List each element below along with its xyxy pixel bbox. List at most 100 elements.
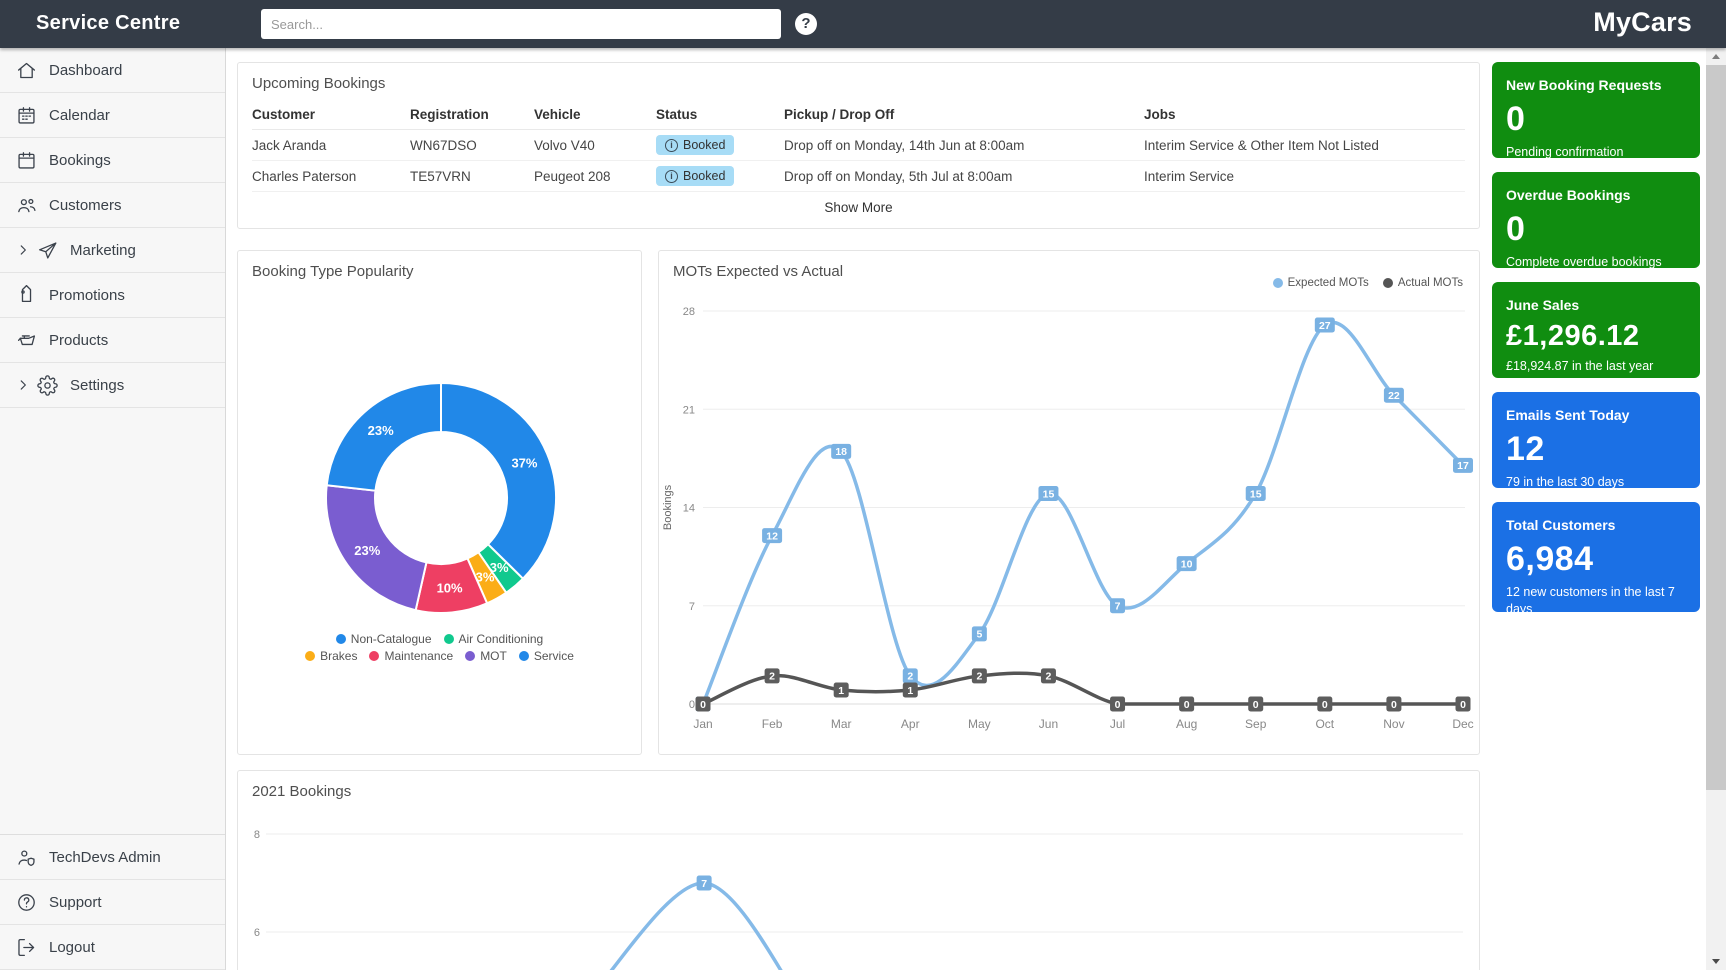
legend-item-mot[interactable]: MOT [465, 649, 507, 663]
point-label [695, 696, 711, 712]
sidebar-item-customers[interactable]: Customers [0, 183, 225, 228]
status-badge: i Booked [656, 135, 735, 155]
y-tick-label: 0 [689, 699, 695, 711]
x-tick-label: Apr [901, 717, 920, 731]
stat-card-value: £1,296.12 [1506, 320, 1640, 352]
point-label [1383, 387, 1404, 403]
sidebar-item-label: Marketing [70, 241, 136, 259]
upcoming-bookings-panel: Upcoming Bookings Customer Registration Ve… [237, 62, 1480, 229]
stat-card-new-booking-requests[interactable]: New Booking Requests 0 Pending confirmatio… [1492, 62, 1700, 159]
cell-pickup-dropoff: Drop off on Monday, 5th Jul at 8:00am [784, 168, 1013, 184]
vertical-scrollbar[interactable] [1706, 48, 1726, 970]
point-label [1314, 317, 1335, 333]
legend-dot [1382, 278, 1393, 288]
booking-row[interactable]: Charles Paterson TE57VRN Peugeot 208 i Booke… [252, 161, 1465, 192]
column-header-status: Status [656, 107, 698, 122]
stat-card-overdue-bookings[interactable]: Overdue Bookings 0 Complete overdue bookin… [1492, 172, 1700, 269]
x-tick-label: Dec [1452, 717, 1473, 731]
stat-card-subtitle: Pending confirmation [1506, 145, 1624, 159]
line-bookings [609, 881, 783, 970]
sidebar-item-marketing[interactable]: Marketing [0, 228, 225, 273]
sidebar-item-logout[interactable]: Logout [0, 925, 225, 970]
point-label [1455, 696, 1471, 712]
legend-item-service[interactable]: Service [518, 649, 574, 663]
sidebar-item-calendar[interactable]: Calendar [0, 93, 225, 138]
sidebar-item-promotions[interactable]: Promotions [0, 273, 225, 318]
point-label-text: 27 [1319, 320, 1331, 332]
legend-label: Actual MOTs [1397, 277, 1463, 289]
sidebar-item-label: Customers [49, 196, 122, 214]
legend-item-expected-mots[interactable]: Expected MOTs [1272, 277, 1369, 289]
app-title: Service Centre [36, 12, 181, 34]
sidebar-item-support[interactable]: Support [0, 880, 225, 925]
stat-card-emails-sent-today[interactable]: Emails Sent Today 12 79 in the last 30 day… [1492, 392, 1700, 489]
point-label-text: 10 [1181, 558, 1193, 570]
oil-can-icon [16, 330, 37, 351]
cell-registration: WN67DSO [410, 137, 477, 153]
cell-vehicle: Volvo V40 [534, 137, 595, 153]
point-label-text: 1 [838, 685, 844, 697]
info-icon: i [665, 138, 678, 152]
sidebar-item-settings[interactable]: Settings [0, 363, 225, 408]
stat-card-subtitle: Complete overdue bookings [1506, 255, 1662, 269]
cell-status: i Booked [656, 135, 784, 155]
sidebar-nav: Dashboard Calendar Bookings Customers Market… [0, 48, 225, 408]
legend-item-brakes[interactable]: Brakes [305, 649, 357, 663]
bookings-2021-panel: 2021 Bookings 8 6 7 [237, 770, 1480, 970]
x-tick-label: Jan [693, 717, 712, 731]
booking-type-popularity-panel: Booking Type Popularity 37% 3% 3% 10% 23% 23%… [237, 250, 642, 755]
stat-card-value: 6,984 [1506, 540, 1594, 578]
slice-label: 23% [354, 543, 380, 558]
column-header-jobs: Jobs [1144, 107, 1176, 122]
booking-row[interactable]: Jack Aranda WN67DSO Volvo V40 i Booked Drop o… [252, 130, 1465, 161]
sidebar-item-products[interactable]: Products [0, 318, 225, 363]
legend-item-actual-mots[interactable]: Actual MOTs [1382, 277, 1463, 289]
legend-label: Maintenance [384, 649, 454, 663]
sidebar-item-label: Logout [49, 938, 95, 956]
legend-item-maintenance[interactable]: Maintenance [369, 649, 453, 663]
slice-label: 3% [476, 570, 495, 585]
sidebar-item-label: TechDevs Admin [49, 848, 161, 866]
point-label [1040, 668, 1056, 684]
stat-card-total-customers[interactable]: Total Customers 6,984 12 new customers in … [1492, 502, 1700, 616]
point-label [971, 668, 987, 684]
people-icon [16, 195, 37, 216]
arrow-up-icon [1712, 54, 1720, 59]
logout-icon [16, 937, 37, 958]
info-icon: i [665, 169, 678, 183]
legend-item-air-conditioning[interactable]: Air Conditioning [443, 632, 543, 646]
sidebar-item-bookings[interactable]: Bookings [0, 138, 225, 183]
stat-card-june-sales[interactable]: June Sales £1,296.12 £18,924.87 in the las… [1492, 282, 1700, 378]
cell-registration: TE57VRN [410, 168, 471, 184]
column-header-customer: Customer [252, 107, 316, 122]
tag-icon [16, 284, 37, 306]
point-label [1110, 696, 1126, 712]
x-tick-label: Nov [1383, 717, 1404, 731]
sidebar-item-dashboard[interactable]: Dashboard [0, 48, 225, 93]
sidebar-item-techdevs-admin[interactable]: TechDevs Admin [0, 835, 225, 880]
slice-label: 3% [490, 560, 509, 575]
point-label-text: 2 [769, 671, 775, 683]
arrow-down-icon [1712, 959, 1720, 964]
scrollbar-up-button[interactable] [1706, 48, 1726, 65]
y-tick-label: 14 [683, 503, 695, 515]
help-icon[interactable]: ? [795, 13, 817, 35]
scrollbar-down-button[interactable] [1706, 953, 1726, 970]
x-tick-label: Jun [1039, 717, 1058, 731]
paper-plane-icon [37, 240, 58, 261]
legend-item-non-catalogue[interactable]: Non-Catalogue [335, 632, 432, 646]
y-tick-label: 6 [254, 927, 260, 939]
point-label [1386, 696, 1402, 712]
legend-label: Non-Catalogue [350, 632, 432, 646]
show-more-button[interactable]: Show More [824, 199, 893, 215]
chart-title: MOTs Expected vs Actual [673, 263, 844, 280]
legend-label: Expected MOTs [1287, 277, 1369, 289]
point-label [764, 668, 780, 684]
chevron-right-icon [16, 243, 30, 257]
legend-dot [443, 634, 454, 644]
point-label-text: 17 [1457, 460, 1469, 472]
scrollbar-thumb[interactable] [1706, 65, 1726, 790]
donut-slice-non-catalogue [440, 381, 557, 581]
search-input[interactable] [261, 9, 781, 39]
